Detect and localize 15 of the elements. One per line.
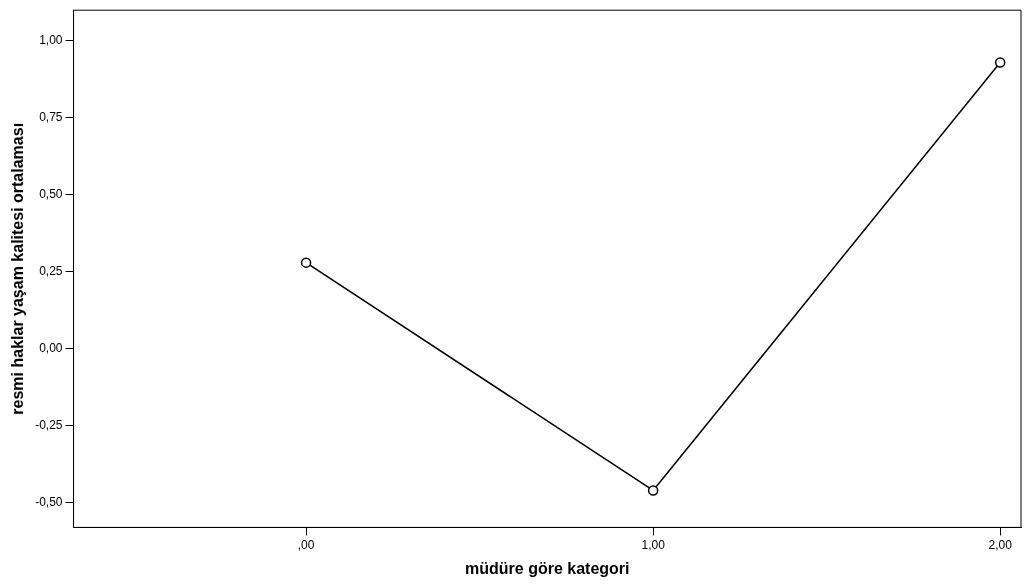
y-tick-label: 0,25: [39, 264, 63, 279]
y-tick-label: 0,75: [39, 110, 63, 125]
y-tick-label: 0,00: [39, 341, 63, 356]
point: [994, 57, 1006, 68]
y-tick-label: -0,25: [35, 418, 63, 433]
y-tick-label: 1,00: [39, 33, 63, 48]
x-tick-label: ,00: [297, 537, 315, 552]
y-axis-title: resmi haklar yaşam kalitesi ortalaması: [9, 122, 27, 415]
y-tick-label: 0,50: [39, 187, 63, 202]
point: [300, 257, 312, 268]
point: [647, 485, 659, 496]
x-tick-label: 1,00: [641, 537, 666, 552]
y-tick-label: -0,50: [35, 495, 63, 510]
x-axis-title: müdüre göre kategori: [465, 559, 630, 577]
x-tick-label: 2,00: [988, 537, 1013, 552]
